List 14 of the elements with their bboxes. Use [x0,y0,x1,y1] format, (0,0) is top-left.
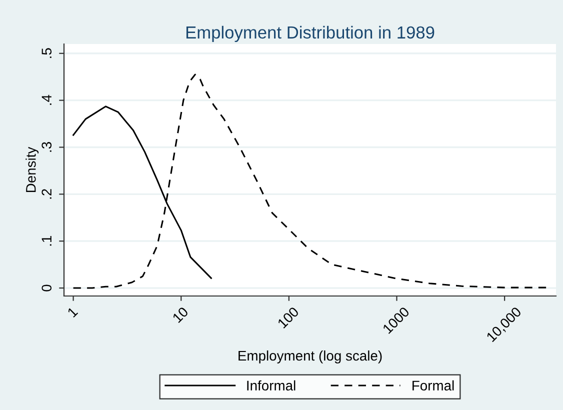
legend-label: Informal [247,380,296,391]
chart-title: Employment Distribution in 1989 [186,26,434,42]
y-tick-label: 0 [42,284,52,292]
y-tick-label: .3 [42,142,52,152]
x-tick-label: 10 [172,306,189,324]
y-tick-label: .5 [42,48,52,58]
y-tick-label: .2 [42,189,52,199]
x-axis-title: Employment (log scale) [238,350,382,364]
y-tick-label: .1 [42,236,52,246]
x-tick-label: 1 [67,306,78,318]
y-axis-title: Density [26,146,39,192]
y-tick-label: .4 [42,94,52,105]
x-tick-label: 100 [277,306,300,329]
legend-label: Formal [412,380,454,391]
